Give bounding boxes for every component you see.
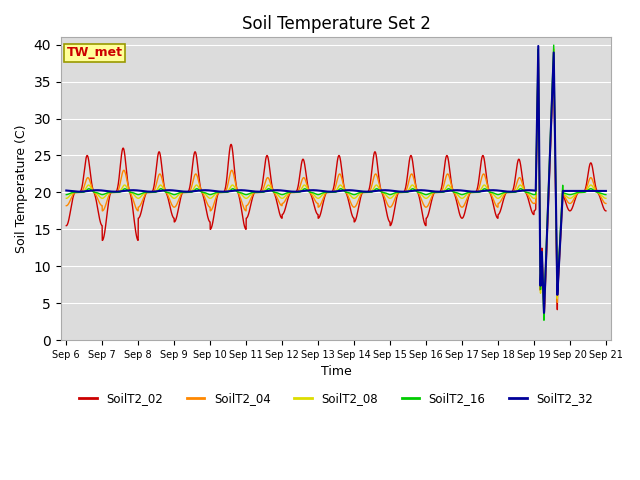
- SoilT2_04: [534, 47, 542, 52]
- SoilT2_08: [602, 195, 609, 201]
- X-axis label: Time: Time: [321, 365, 351, 378]
- SoilT2_04: [602, 201, 609, 206]
- SoilT2_02: [398, 190, 406, 195]
- SoilT2_04: [540, 312, 548, 318]
- Line: SoilT2_32: SoilT2_32: [67, 46, 606, 313]
- SoilT2_04: [63, 203, 70, 209]
- SoilT2_32: [602, 188, 610, 194]
- Legend: SoilT2_02, SoilT2_04, SoilT2_08, SoilT2_16, SoilT2_32: SoilT2_02, SoilT2_04, SoilT2_08, SoilT2_…: [74, 387, 598, 410]
- SoilT2_32: [63, 188, 70, 193]
- SoilT2_32: [540, 310, 548, 316]
- SoilT2_32: [213, 189, 221, 194]
- Text: TW_met: TW_met: [67, 47, 122, 60]
- SoilT2_16: [540, 317, 548, 323]
- SoilT2_02: [602, 208, 609, 214]
- Line: SoilT2_08: SoilT2_08: [67, 49, 606, 317]
- SoilT2_16: [602, 192, 609, 197]
- SoilT2_32: [534, 43, 542, 49]
- SoilT2_04: [398, 190, 406, 195]
- SoilT2_16: [213, 190, 221, 195]
- SoilT2_16: [178, 190, 186, 195]
- SoilT2_04: [551, 137, 559, 143]
- SoilT2_02: [178, 191, 186, 197]
- SoilT2_32: [551, 130, 559, 135]
- SoilT2_08: [213, 190, 221, 196]
- Line: SoilT2_02: SoilT2_02: [67, 53, 606, 319]
- SoilT2_04: [178, 190, 186, 196]
- SoilT2_08: [398, 190, 406, 195]
- SoilT2_16: [388, 191, 396, 197]
- SoilT2_08: [63, 195, 70, 201]
- SoilT2_04: [388, 202, 396, 207]
- SoilT2_08: [602, 195, 610, 201]
- SoilT2_08: [388, 194, 396, 200]
- SoilT2_02: [388, 217, 396, 223]
- SoilT2_02: [602, 208, 610, 214]
- SoilT2_08: [178, 190, 186, 195]
- SoilT2_16: [551, 126, 559, 132]
- SoilT2_32: [398, 189, 406, 194]
- SoilT2_16: [550, 42, 557, 48]
- Title: Soil Temperature Set 2: Soil Temperature Set 2: [242, 15, 431, 33]
- SoilT2_02: [213, 195, 221, 201]
- SoilT2_02: [540, 316, 548, 322]
- SoilT2_02: [534, 50, 542, 56]
- SoilT2_16: [398, 190, 406, 195]
- Line: SoilT2_04: SoilT2_04: [67, 49, 606, 315]
- SoilT2_02: [63, 223, 70, 228]
- SoilT2_32: [388, 188, 396, 193]
- SoilT2_08: [550, 46, 557, 52]
- Y-axis label: Soil Temperature (C): Soil Temperature (C): [15, 124, 28, 253]
- SoilT2_08: [540, 314, 548, 320]
- Line: SoilT2_16: SoilT2_16: [67, 45, 606, 320]
- SoilT2_02: [551, 144, 559, 150]
- SoilT2_16: [63, 192, 70, 197]
- SoilT2_32: [602, 188, 609, 194]
- SoilT2_08: [551, 133, 559, 139]
- SoilT2_04: [602, 201, 610, 206]
- SoilT2_04: [213, 192, 221, 198]
- SoilT2_32: [178, 189, 186, 194]
- SoilT2_16: [602, 192, 610, 197]
